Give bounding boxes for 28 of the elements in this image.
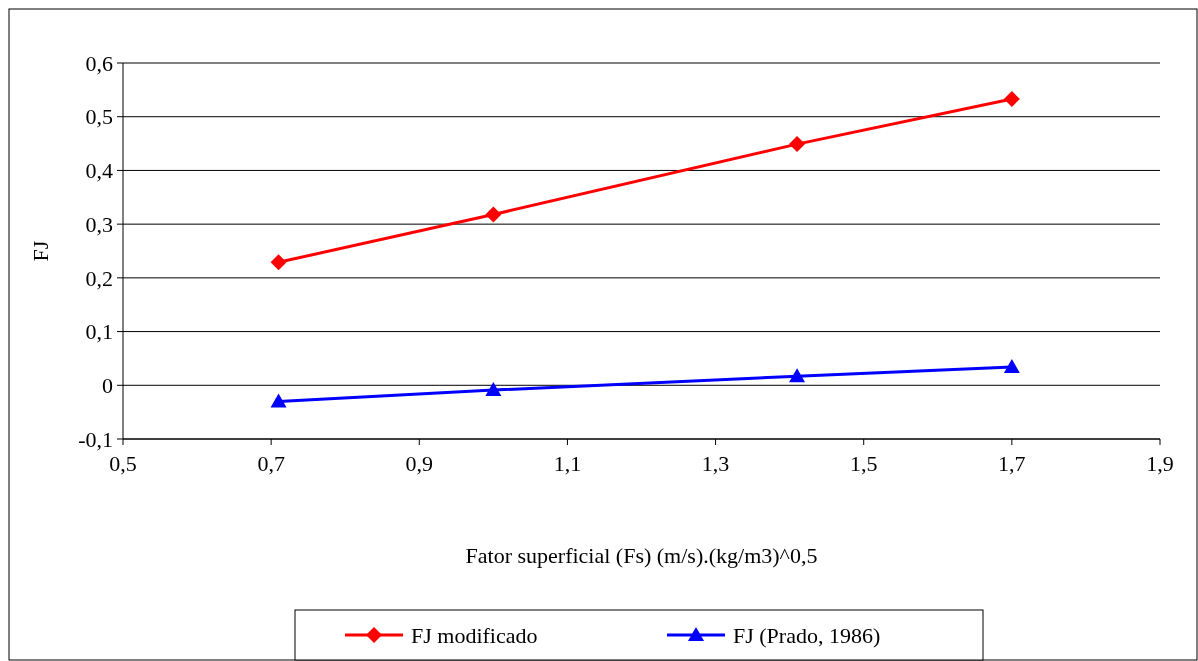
y-tick-label: 0,4: [85, 158, 113, 184]
y-tick-label: 0,6: [85, 50, 113, 76]
y-tick-label: 0: [102, 372, 113, 398]
legend-label: FJ (Prado, 1986): [733, 622, 881, 648]
y-tick-label: -0,1: [78, 426, 113, 452]
legend-label: FJ modificado: [411, 622, 538, 648]
point: [789, 136, 806, 153]
x-axis-title: Fator superficial (Fs) (m/s).(kg/m3)^0,5: [465, 543, 818, 568]
point: [485, 206, 502, 223]
x-tick-label: 1,1: [553, 451, 582, 476]
point: [1003, 359, 1020, 374]
x-tick-label: 1,7: [998, 451, 1026, 476]
x-tick-label: 1,5: [849, 451, 878, 476]
point: [270, 393, 287, 408]
x-tick-label: 0,7: [257, 451, 285, 476]
y-tick-label: 0,1: [85, 319, 113, 345]
point: [1003, 90, 1020, 107]
y-tick-label: 0,3: [85, 211, 113, 237]
x-tick-label: 0,5: [109, 451, 137, 476]
x-tick-label: 1,9: [1146, 451, 1174, 476]
x-tick-label: 0,9: [405, 451, 434, 476]
point: [485, 382, 502, 397]
y-axis-title: FJ: [28, 240, 53, 262]
point: [270, 254, 287, 271]
point: [789, 368, 806, 383]
x-tick-label: 1,3: [701, 451, 730, 476]
y-tick-label: 0,2: [85, 265, 113, 291]
y-tick-label: 0,5: [85, 104, 113, 130]
